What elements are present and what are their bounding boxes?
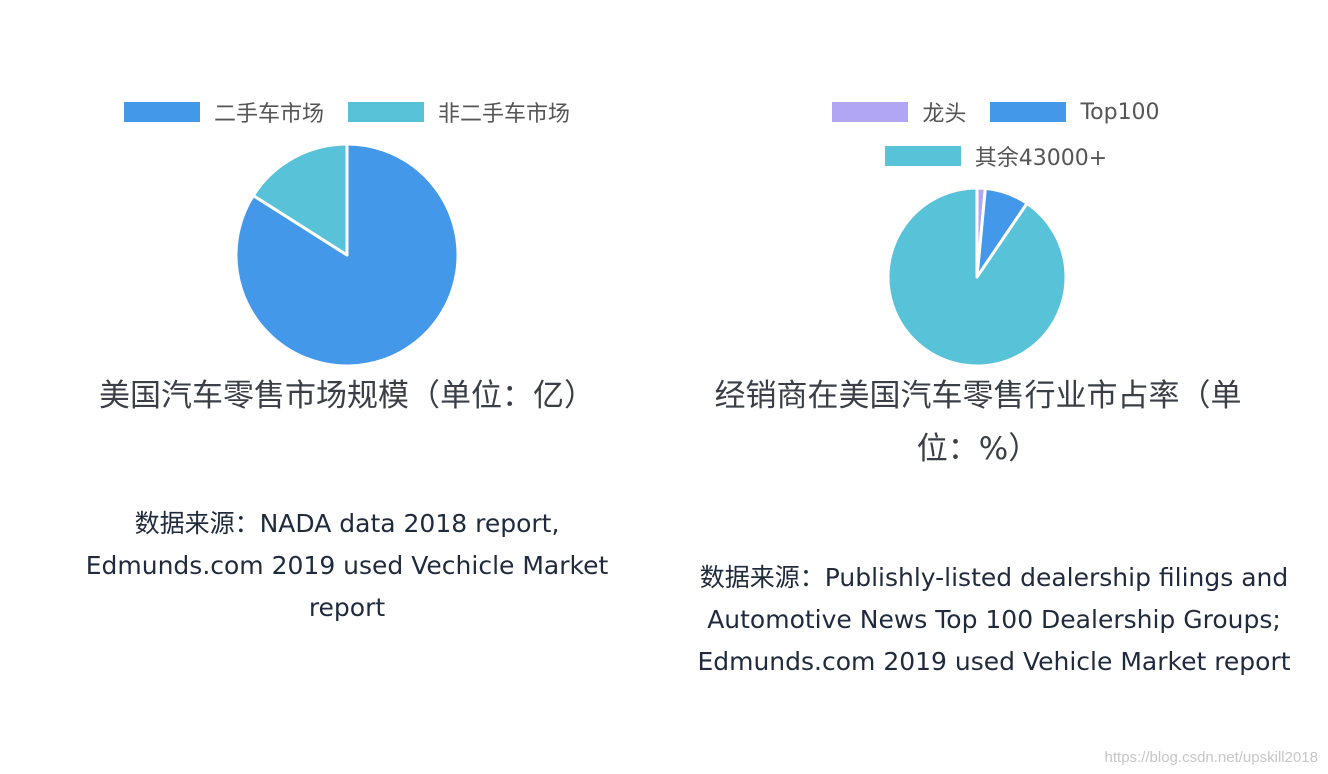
legend-swatch (990, 102, 1067, 122)
watermark: https://blog.csdn.net/upskill2018 (1104, 749, 1318, 766)
chart-panel-market-size: 二手车市场 非二手车市场 美国汽车零售市场规模（单位：亿） 数据来源：NADA … (0, 96, 694, 622)
pie-chart-market-size (234, 142, 460, 368)
chart-title: 美国汽车零售市场规模（单位：亿） (99, 378, 595, 414)
legend-item-non-used-car[interactable]: 非二手车市场 (348, 96, 570, 128)
legend-label: 非二手车市场 (438, 102, 571, 127)
legend-swatch (123, 102, 200, 122)
chart-title: 经销商在美国汽车零售行业市占率（单位：%） (714, 378, 1242, 467)
legend-item-leader[interactable]: 龙头 (832, 96, 966, 128)
legend-label: 二手车市场 (213, 102, 324, 127)
legend-item-others[interactable]: 其余43000+ (884, 140, 1108, 172)
legend-swatch (348, 102, 424, 122)
legend-swatch (832, 102, 909, 122)
pie-slice-其余43000-[interactable] (886, 186, 1068, 368)
data-source-note: 数据来源：NADA data 2018 report, Edmunds.com … (85, 509, 609, 622)
legend-item-top100[interactable]: Top100 (990, 99, 1160, 125)
legend: 龙头 Top100 (664, 96, 1328, 128)
legend-row-2: 其余43000+ (664, 140, 1328, 172)
legend-swatch (884, 146, 961, 166)
legend-label: 龙头 (922, 102, 967, 127)
pie-chart-market-share (886, 186, 1068, 368)
legend-item-used-car[interactable]: 二手车市场 (123, 96, 324, 128)
legend: 二手车市场 非二手车市场 (0, 96, 694, 128)
data-source-note: 数据来源：Publishly-listed dealership filings… (697, 563, 1291, 676)
legend-label: Top100 (1080, 99, 1160, 125)
legend-label: 其余43000+ (974, 146, 1108, 171)
chart-panel-market-share: 龙头 Top100 其余43000+ 经销商在美国汽车零售行业市占率（单位：%）… (664, 0, 1328, 774)
pie-slice-非二手车市场[interactable] (251, 142, 349, 257)
